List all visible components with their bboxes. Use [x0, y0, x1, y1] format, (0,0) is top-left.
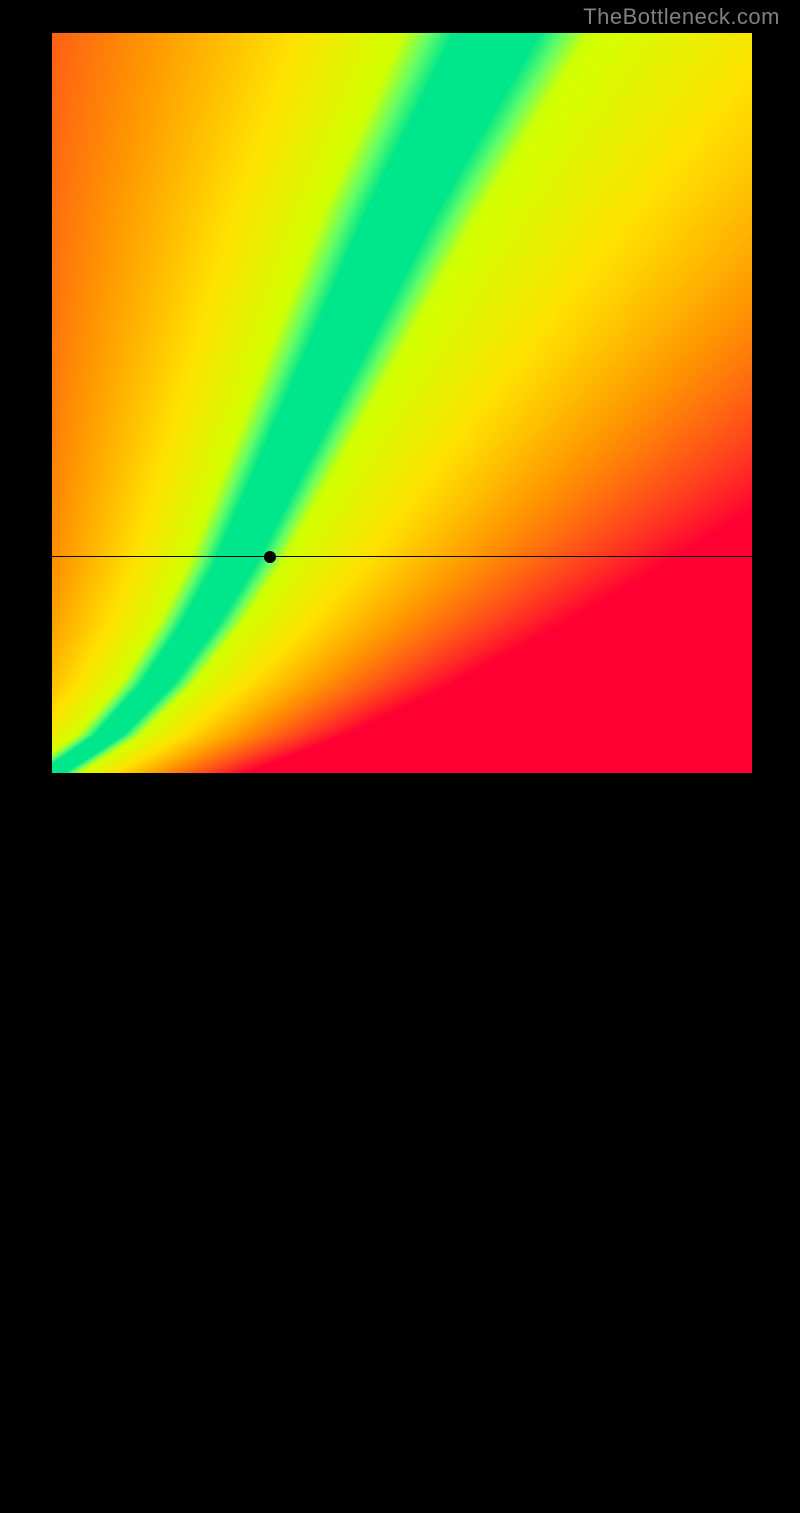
crosshair-vertical: [270, 773, 271, 1513]
crosshair-marker: [264, 551, 276, 563]
heatmap-canvas: [52, 33, 752, 773]
heatmap-plot: [52, 33, 752, 773]
crosshair-horizontal: [52, 556, 752, 557]
watermark-text: TheBottleneck.com: [583, 4, 780, 30]
